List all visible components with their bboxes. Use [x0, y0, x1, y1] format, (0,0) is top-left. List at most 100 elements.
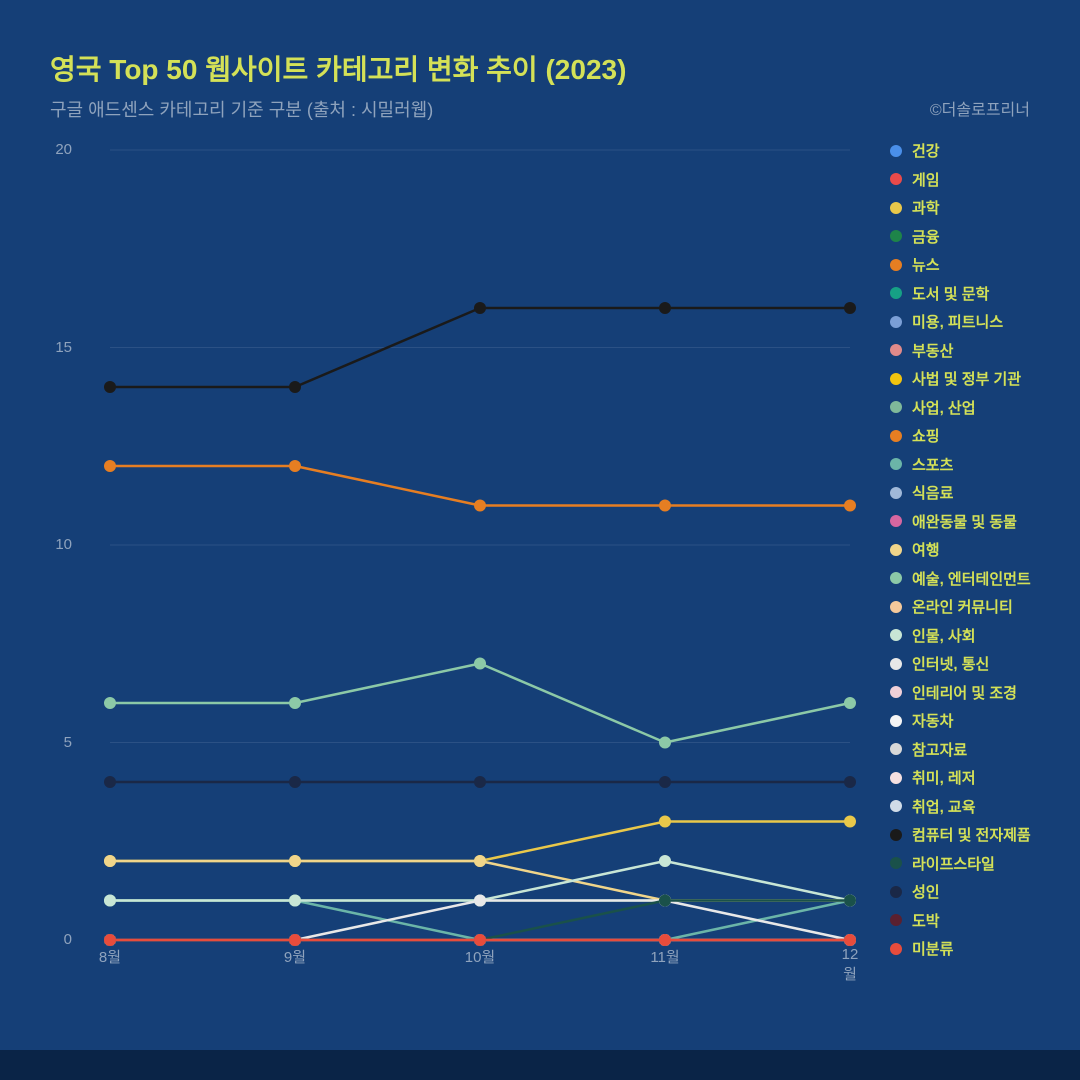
legend-swatch — [890, 401, 902, 413]
legend-label: 인터넷, 통신 — [912, 653, 989, 674]
line-chart-svg — [80, 140, 860, 1000]
legend-swatch — [890, 145, 902, 157]
legend-label: 취업, 교육 — [912, 796, 976, 817]
x-tick-label: 11월 — [650, 946, 679, 967]
legend-item: 쇼핑 — [890, 425, 1070, 446]
legend-swatch — [890, 743, 902, 755]
legend-swatch — [890, 715, 902, 727]
legend-label: 예술, 엔터테인먼트 — [912, 568, 1031, 589]
legend-item: 뉴스 — [890, 254, 1070, 275]
legend-item: 취미, 레저 — [890, 767, 1070, 788]
legend-swatch — [890, 658, 902, 670]
legend-label: 부동산 — [912, 340, 953, 361]
legend-item: 미용, 피트니스 — [890, 311, 1070, 332]
legend-label: 인테리어 및 조경 — [912, 682, 1017, 703]
y-tick-label: 20 — [42, 141, 72, 158]
legend-swatch — [890, 629, 902, 641]
legend-swatch — [890, 572, 902, 584]
legend-label: 금융 — [912, 226, 940, 247]
legend-label: 사업, 산업 — [912, 397, 976, 418]
legend-item: 자동차 — [890, 710, 1070, 731]
legend-label: 게임 — [912, 169, 940, 190]
legend-label: 라이프스타일 — [912, 853, 995, 874]
chart-header: 영국 Top 50 웹사이트 카테고리 변화 추이 (2023) 구글 애드센스… — [50, 48, 1030, 122]
chart-subtitle: 구글 애드센스 카테고리 기준 구분 (출처 : 시밀러웹) — [50, 96, 1030, 122]
legend: 건강게임과학금융뉴스도서 및 문학미용, 피트니스부동산사법 및 정부 기관사업… — [890, 140, 1070, 967]
legend-swatch — [890, 202, 902, 214]
x-tick-label: 12월 — [842, 946, 859, 984]
legend-label: 자동차 — [912, 710, 953, 731]
legend-swatch — [890, 259, 902, 271]
legend-label: 도서 및 문학 — [912, 283, 989, 304]
legend-swatch — [890, 686, 902, 698]
legend-swatch — [890, 772, 902, 784]
legend-item: 게임 — [890, 169, 1070, 190]
legend-item: 사법 및 정부 기관 — [890, 368, 1070, 389]
x-tick-label: 9월 — [284, 946, 306, 967]
legend-item: 온라인 커뮤니티 — [890, 596, 1070, 617]
legend-label: 쇼핑 — [912, 425, 940, 446]
legend-item: 과학 — [890, 197, 1070, 218]
legend-label: 사법 및 정부 기관 — [912, 368, 1021, 389]
legend-item: 애완동물 및 동물 — [890, 511, 1070, 532]
legend-item: 부동산 — [890, 340, 1070, 361]
legend-item: 인테리어 및 조경 — [890, 682, 1070, 703]
legend-swatch — [890, 544, 902, 556]
legend-swatch — [890, 344, 902, 356]
x-tick-label: 8월 — [99, 946, 121, 967]
legend-label: 성인 — [912, 881, 940, 902]
legend-swatch — [890, 943, 902, 955]
legend-item: 취업, 교육 — [890, 796, 1070, 817]
legend-swatch — [890, 230, 902, 242]
legend-label: 취미, 레저 — [912, 767, 976, 788]
legend-swatch — [890, 515, 902, 527]
legend-label: 인물, 사회 — [912, 625, 976, 646]
legend-item: 사업, 산업 — [890, 397, 1070, 418]
legend-label: 여행 — [912, 539, 940, 560]
legend-label: 애완동물 및 동물 — [912, 511, 1017, 532]
legend-item: 컴퓨터 및 전자제품 — [890, 824, 1070, 845]
legend-label: 도박 — [912, 910, 940, 931]
legend-item: 도박 — [890, 910, 1070, 931]
legend-label: 컴퓨터 및 전자제품 — [912, 824, 1031, 845]
y-tick-label: 0 — [42, 931, 72, 948]
legend-swatch — [890, 373, 902, 385]
legend-item: 인물, 사회 — [890, 625, 1070, 646]
legend-label: 미용, 피트니스 — [912, 311, 1003, 332]
legend-label: 온라인 커뮤니티 — [912, 596, 1013, 617]
legend-item: 성인 — [890, 881, 1070, 902]
legend-label: 건강 — [912, 140, 940, 161]
legend-item: 예술, 엔터테인먼트 — [890, 568, 1070, 589]
legend-swatch — [890, 430, 902, 442]
legend-label: 스포츠 — [912, 454, 953, 475]
chart-title: 영국 Top 50 웹사이트 카테고리 변화 추이 (2023) — [50, 48, 1030, 88]
x-tick-label: 10월 — [465, 946, 496, 967]
legend-item: 건강 — [890, 140, 1070, 161]
legend-item: 인터넷, 통신 — [890, 653, 1070, 674]
legend-item: 여행 — [890, 539, 1070, 560]
legend-swatch — [890, 287, 902, 299]
legend-swatch — [890, 886, 902, 898]
footer-bar — [0, 1050, 1080, 1080]
legend-swatch — [890, 601, 902, 613]
legend-item: 식음료 — [890, 482, 1070, 503]
legend-swatch — [890, 857, 902, 869]
y-tick-label: 15 — [42, 339, 72, 356]
legend-label: 뉴스 — [912, 254, 940, 275]
legend-swatch — [890, 829, 902, 841]
legend-item: 참고자료 — [890, 739, 1070, 760]
legend-swatch — [890, 800, 902, 812]
y-tick-label: 5 — [42, 734, 72, 751]
legend-swatch — [890, 458, 902, 470]
legend-swatch — [890, 316, 902, 328]
legend-label: 식음료 — [912, 482, 953, 503]
legend-item: 라이프스타일 — [890, 853, 1070, 874]
y-tick-label: 10 — [42, 536, 72, 553]
legend-label: 미분류 — [912, 938, 953, 959]
legend-swatch — [890, 173, 902, 185]
legend-item: 미분류 — [890, 938, 1070, 959]
legend-item: 도서 및 문학 — [890, 283, 1070, 304]
legend-swatch — [890, 914, 902, 926]
legend-swatch — [890, 487, 902, 499]
legend-label: 참고자료 — [912, 739, 967, 760]
